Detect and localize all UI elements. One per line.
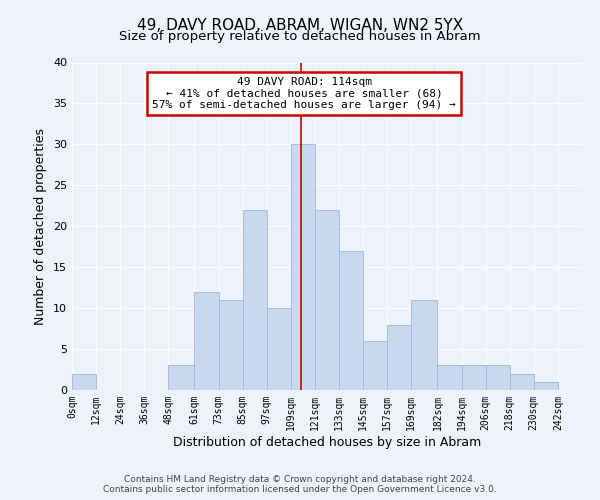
Bar: [485, 366, 510, 390]
Bar: [169, 366, 194, 390]
Bar: [218, 300, 242, 390]
Bar: [363, 341, 387, 390]
Text: 49, DAVY ROAD, ABRAM, WIGAN, WN2 5YX: 49, DAVY ROAD, ABRAM, WIGAN, WN2 5YX: [137, 18, 463, 32]
Bar: [534, 382, 558, 390]
Bar: [461, 366, 485, 390]
Bar: [510, 374, 534, 390]
Text: Size of property relative to detached houses in Abram: Size of property relative to detached ho…: [119, 30, 481, 43]
Bar: [339, 251, 363, 390]
X-axis label: Distribution of detached houses by size in Abram: Distribution of detached houses by size …: [173, 436, 481, 448]
Y-axis label: Number of detached properties: Number of detached properties: [34, 128, 47, 325]
Text: Contains HM Land Registry data © Crown copyright and database right 2024.
Contai: Contains HM Land Registry data © Crown c…: [103, 474, 497, 494]
Bar: [291, 144, 315, 390]
Bar: [267, 308, 291, 390]
Bar: [315, 210, 339, 390]
Bar: [72, 374, 96, 390]
Bar: [242, 210, 267, 390]
Bar: [437, 366, 461, 390]
Text: 49 DAVY ROAD: 114sqm
← 41% of detached houses are smaller (68)
57% of semi-detac: 49 DAVY ROAD: 114sqm ← 41% of detached h…: [152, 77, 456, 110]
Bar: [387, 324, 412, 390]
Bar: [412, 300, 437, 390]
Bar: [194, 292, 218, 390]
